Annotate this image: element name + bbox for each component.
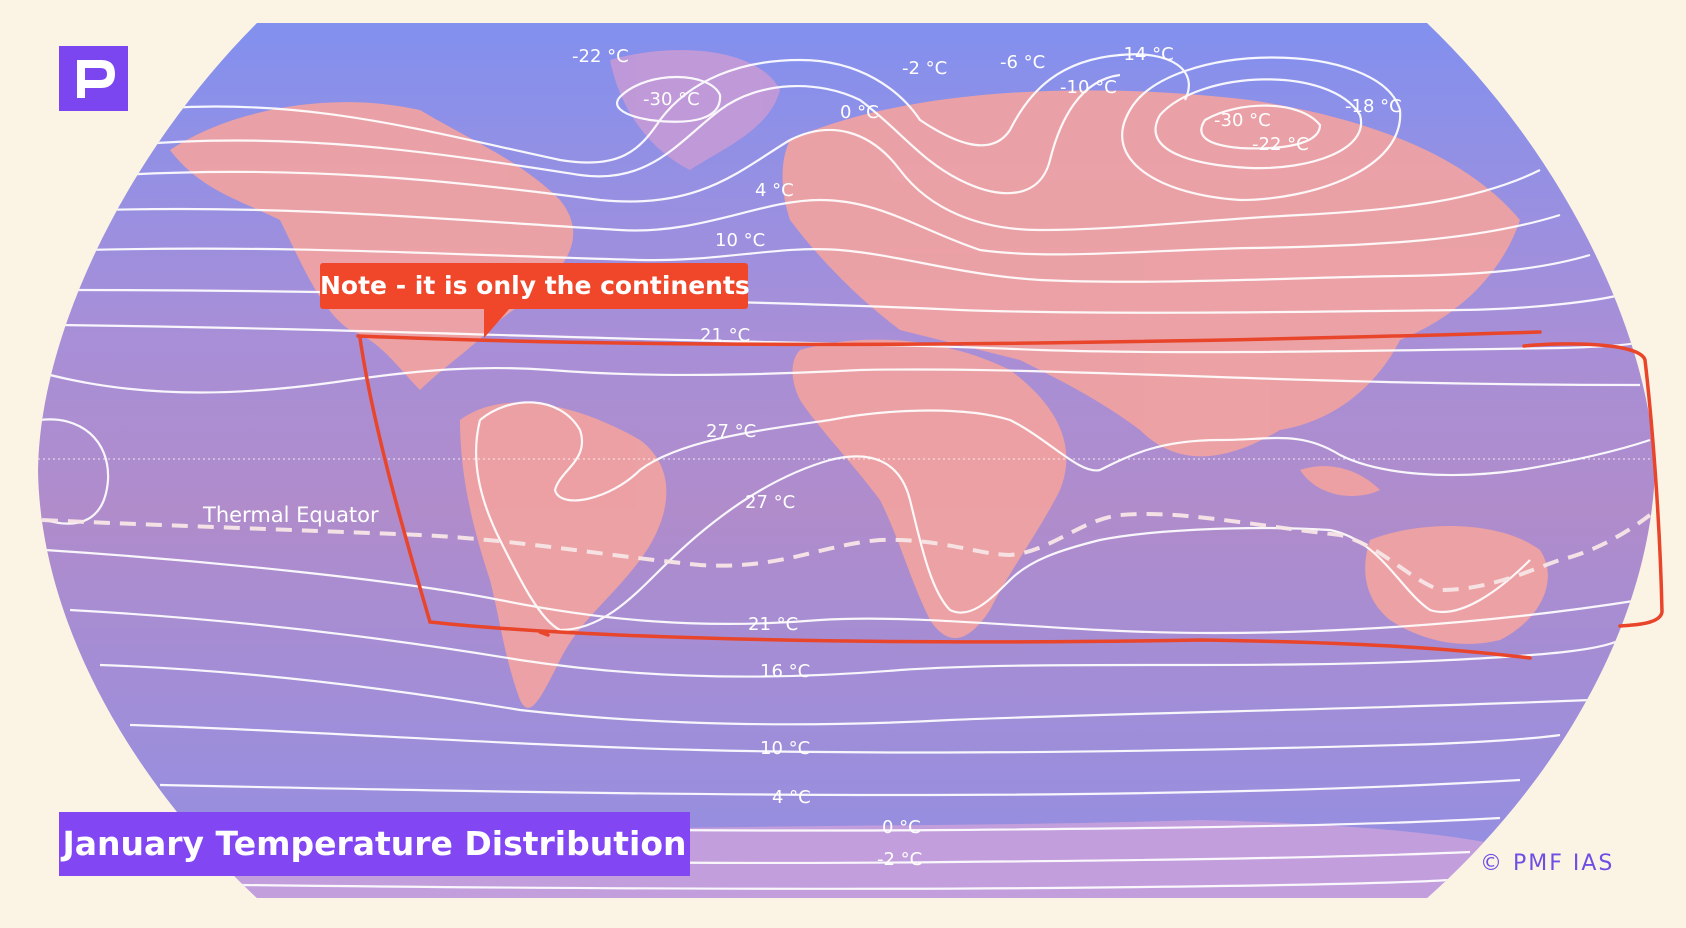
isotherm-labels: -22 °C -30 °C -2 °C -6 °C -14 °C -10 °C … <box>202 44 1402 870</box>
thermal-equator-line <box>41 512 1652 593</box>
continent-south-america <box>460 402 667 708</box>
isotherm-n2 <box>129 73 1121 195</box>
label-n-4: 4 °C <box>755 180 794 201</box>
isotherm-s2 <box>69 608 1621 678</box>
isotherm-s3 <box>99 663 1591 726</box>
continent-australia <box>1365 526 1548 644</box>
label-n-minus6: -6 °C <box>1000 52 1045 73</box>
isotherm-minus30-east-loop <box>1200 104 1322 150</box>
continents <box>170 50 1560 898</box>
label-n-10: 10 °C <box>715 230 765 251</box>
isotherm-27-a <box>479 401 1651 502</box>
label-n-27b: 27 °C <box>745 492 795 513</box>
copyright-text: © PMF IAS <box>1480 851 1615 876</box>
isotherm-s1 <box>44 548 1641 635</box>
island-indonesia <box>1300 466 1380 496</box>
island-britain <box>860 175 881 197</box>
isotherm-n8 <box>49 366 1641 394</box>
isotherm-minus30-west-loop <box>616 75 722 123</box>
label-s-0: 0 °C <box>882 817 921 838</box>
label-n-minus30-west: -30 °C <box>643 89 700 110</box>
label-n-0: 0 °C <box>840 102 879 123</box>
label-s-16: 16 °C <box>760 661 810 682</box>
isotherm-n1 <box>139 53 1190 164</box>
isotherms <box>39 53 1651 890</box>
label-n-minus14: -14 °C <box>1117 44 1174 65</box>
label-n-minus10: -10 °C <box>1060 77 1117 98</box>
isotherm-n5 <box>84 247 1591 283</box>
highlight-tropics-outline <box>356 330 1664 660</box>
isotherm-minus22-east-loop <box>1154 78 1363 170</box>
label-s-minus2: -2 °C <box>877 849 922 870</box>
isotherm-n3 <box>119 128 1541 232</box>
isotherm-27-b <box>474 419 1531 632</box>
callout-pointer <box>484 308 510 338</box>
pmf-logo <box>59 46 128 111</box>
label-n-21: 21 °C <box>700 325 750 346</box>
label-n-27a: 27 °C <box>706 421 756 442</box>
label-s-10: 10 °C <box>760 738 810 759</box>
map-title: January Temperature Distribution <box>59 812 690 876</box>
label-n-minus22-east: -22 °C <box>1252 134 1309 155</box>
isotherm-s8 <box>239 878 1451 890</box>
label-n-minus30-east: -30 °C <box>1214 110 1271 131</box>
isotherm-n4 <box>99 198 1561 256</box>
isotherm-s5 <box>159 778 1521 797</box>
label-n-minus22: -22 °C <box>572 46 629 67</box>
isotherm-n7 <box>59 323 1641 354</box>
callout-note: Note - it is only the continents <box>320 263 750 309</box>
isotherm-s4 <box>129 723 1561 754</box>
label-n-minus18: -18 °C <box>1345 96 1402 117</box>
label-s-4: 4 °C <box>772 787 811 808</box>
isotherm-minus18-loop <box>1121 56 1402 202</box>
label-s-21: 21 °C <box>748 614 798 635</box>
continent-north-america <box>170 102 574 390</box>
thermal-equator-label: Thermal Equator <box>202 503 379 527</box>
label-n-minus2: -2 °C <box>902 58 947 79</box>
